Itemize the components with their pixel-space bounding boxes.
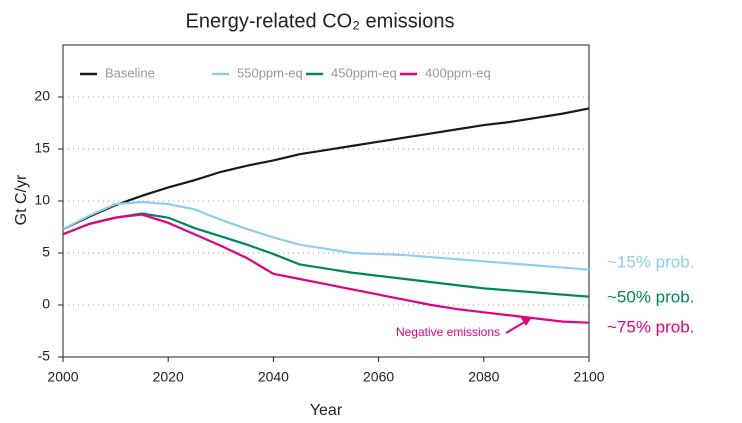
chart-title: Energy-related CO₂ emissions [186, 10, 455, 32]
series-line [62, 213, 590, 324]
x-tick-label: 2020 [153, 369, 184, 385]
y-tick-label: -5 [38, 348, 51, 364]
legend-text: 550ppm-eq [237, 65, 303, 80]
x-tick-label: 2000 [47, 369, 78, 385]
series-line [62, 212, 590, 298]
legend-text: 450ppm-eq [331, 65, 397, 80]
x-tick-label: 2060 [363, 369, 394, 385]
end-label: ~75% prob. [607, 317, 694, 336]
y-tick-label: 5 [42, 244, 50, 260]
y-tick-label: 15 [34, 140, 50, 156]
x-tick-label: 2080 [468, 369, 499, 385]
x-tick-label: 2040 [258, 369, 289, 385]
y-tick-label: 0 [42, 296, 50, 312]
x-tick-label: 2100 [573, 369, 604, 385]
y-tick-label: 10 [34, 192, 50, 208]
series-line [62, 107, 590, 231]
x-axis-label: Year [310, 402, 343, 419]
end-label: ~50% prob. [607, 287, 694, 306]
y-axis-label: Gt C/yr [13, 174, 30, 225]
annotation: Negative emissions [396, 325, 500, 339]
annotation-arrowhead [521, 317, 532, 326]
y-tick-label: 20 [34, 88, 50, 104]
legend-text: Baseline [105, 65, 155, 80]
end-label: ~15% prob. [607, 252, 694, 271]
series-line [62, 200, 590, 271]
plot-frame [62, 44, 590, 358]
legend-text: 400ppm-eq [425, 65, 491, 80]
